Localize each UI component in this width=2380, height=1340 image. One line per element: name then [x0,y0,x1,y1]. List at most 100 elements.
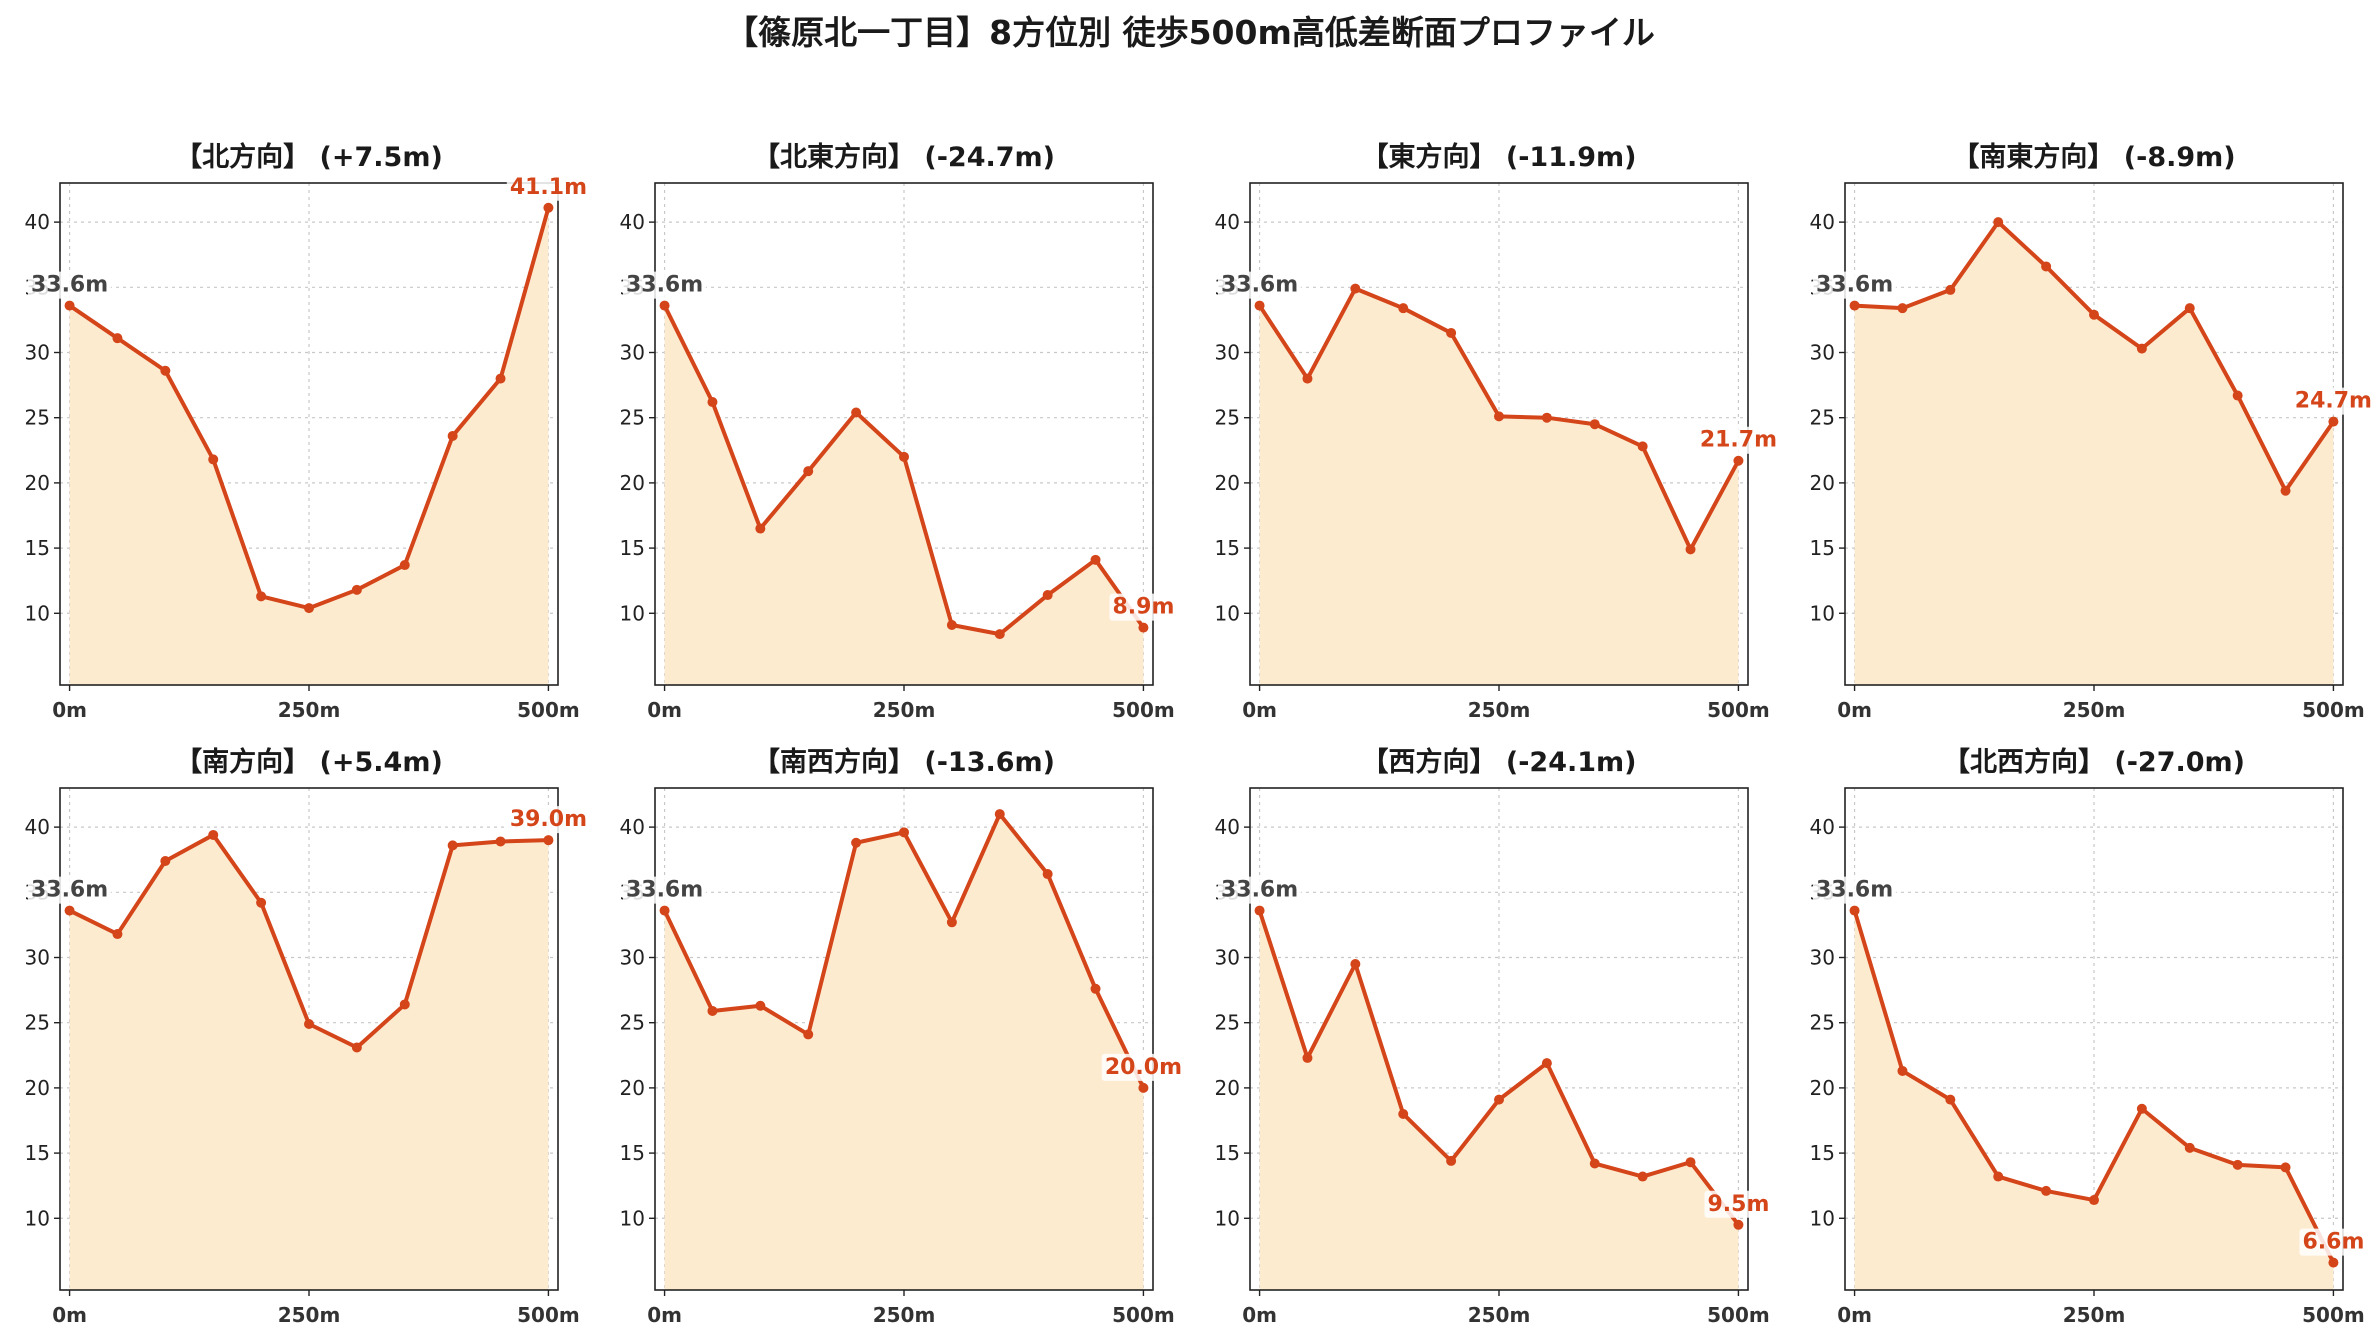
panel-title: 【南西方向】 (-13.6m) [753,746,1055,778]
start-elevation-label: 33.6m [1816,273,1893,298]
data-point [64,905,75,916]
x-tick-label: 0m [647,1303,682,1327]
data-point [304,603,314,614]
y-tick-label: 25 [1810,1011,1835,1035]
y-tick-label: 25 [25,1011,50,1035]
plot-frame [59,787,559,1291]
data-point [707,397,718,408]
data-point [2041,1185,2052,1196]
x-tick-label: 0m [1837,698,1872,722]
panel-5: 101520253035400m250m500m【南方向】 (+5.4m)33.… [25,746,591,1327]
data-point [543,835,554,846]
y-tick-label: 25 [620,406,645,430]
panel-title: 【東方向】 (-11.9m) [1361,141,1636,173]
end-label-bg [1101,1053,1186,1081]
y-tick-label: 15 [1810,536,1835,560]
data-point [2089,309,2099,320]
panel-7: 101520253035400m250m500m【西方向】 (-24.1m)33… [1215,746,1773,1327]
start-label-bg [1217,876,1302,904]
data-point [994,809,1005,820]
data-point [659,905,670,916]
plot-frame [654,182,1154,686]
data-point [755,523,766,534]
data-point [1042,590,1053,601]
data-point [1090,554,1101,565]
data-point [1637,441,1648,452]
area-fill [69,207,549,685]
start-label-bg [622,271,707,299]
x-tick-label: 250m [1468,698,1531,722]
data-point [160,856,171,867]
x-tick-label: 250m [2063,1303,2126,1327]
y-tick-label: 30 [1810,946,1835,970]
y-tick-label: 10 [620,601,645,625]
y-tick-label: 10 [25,1206,50,1230]
y-tick-label: 20 [25,471,50,495]
data-point [2136,343,2147,354]
y-tick-label: 30 [1810,341,1835,365]
y-tick-label: 15 [1810,1141,1835,1165]
y-tick-label: 20 [620,1076,645,1100]
panel-3: 101520253035400m250m500m【東方向】 (-11.9m)33… [1215,141,1781,722]
plot-frame [1844,182,2344,686]
data-point [2184,1142,2195,1153]
data-point [351,584,362,595]
end-elevation-label: 20.0m [1105,1055,1182,1080]
data-point [1138,1082,1149,1093]
y-tick-label: 10 [1810,601,1835,625]
area-fill [69,834,549,1290]
data-point [2280,1162,2291,1173]
start-elevation-label: 33.6m [31,273,108,298]
data-point [399,560,410,571]
y-tick-label: 25 [25,406,50,430]
y-tick-label: 40 [25,210,50,234]
y-tick-label: 40 [620,210,645,234]
data-point [659,300,670,311]
data-point [851,837,862,848]
end-elevation-label: 24.7m [2295,389,2372,414]
plot-frame [1844,787,2344,1291]
data-point [495,373,506,384]
end-elevation-label: 41.1m [510,175,587,200]
x-tick-label: 0m [1242,1303,1277,1327]
x-tick-label: 0m [1837,1303,1872,1327]
data-point [707,1005,718,1016]
data-point [851,407,862,418]
y-tick-label: 20 [1810,1076,1835,1100]
data-point [1993,1171,2004,1182]
y-tick-label: 20 [1215,1076,1240,1100]
data-point [2041,261,2052,272]
y-tick-label: 20 [1810,471,1835,495]
data-point [1090,983,1101,994]
start-label-bg [27,271,112,299]
start-label-bg [622,876,707,904]
y-tick-label: 20 [25,1076,50,1100]
y-tick-label: 15 [25,536,50,560]
data-point [803,466,814,477]
start-label-bg [1812,876,1897,904]
data-point [160,365,171,376]
x-tick-label: 250m [873,698,936,722]
figure-title: 【篠原北一丁目】8方位別 徒歩500m高低差断面プロファイル [725,13,1655,52]
data-point [304,1019,314,1030]
data-point [1042,869,1053,880]
x-tick-label: 250m [2063,698,2126,722]
data-point [2232,390,2243,401]
data-point [1302,1052,1313,1063]
data-point [2328,416,2339,427]
area-fill [1854,222,2334,685]
y-tick-label: 40 [620,815,645,839]
data-point [946,917,957,928]
y-tick-label: 20 [1215,471,1240,495]
data-point [1849,300,1860,311]
x-tick-label: 0m [1242,698,1277,722]
x-tick-label: 500m [1707,1303,1770,1327]
data-point [1254,905,1265,916]
data-point [112,929,123,940]
y-tick-label: 40 [1810,815,1835,839]
area-fill [1259,288,1739,685]
end-elevation-label: 39.0m [510,807,587,832]
data-point [1541,1058,1552,1069]
data-point [1446,327,1457,338]
